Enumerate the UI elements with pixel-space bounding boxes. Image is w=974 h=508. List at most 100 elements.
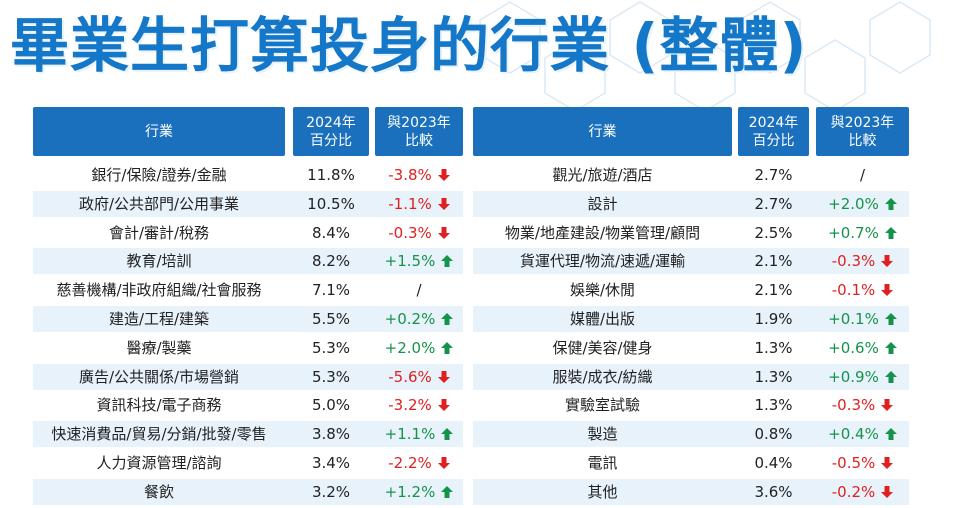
header-industry-left: 行業	[33, 107, 285, 156]
industry-name: 媒體/出版	[569, 310, 636, 328]
industry-name: 電訊	[587, 454, 618, 472]
arrow-up-icon	[884, 428, 897, 441]
industry-name: 設計	[587, 194, 618, 213]
change-value: +2.0%	[828, 194, 879, 213]
change-value: -0.3%	[831, 252, 876, 271]
change-vs-2023: -0.5%	[816, 450, 909, 476]
table-row: 教育/培訓 8.2% +1.5%	[33, 248, 463, 275]
arrow-up-icon	[884, 370, 897, 383]
header-change-right: 與2023年 比較	[816, 107, 909, 156]
change-value: -0.3%	[831, 396, 876, 415]
table-row: 資訊科技/電子商務 5.0% -3.2%	[33, 392, 463, 419]
change-value: -0.5%	[831, 454, 876, 472]
industry-name: 慈善機構/非政府組織/社會服務	[56, 281, 262, 300]
industry-name: 製造	[587, 425, 618, 444]
header-change-line1: 與2023年	[387, 114, 451, 131]
header-industry-label: 行業	[588, 123, 617, 140]
change-value: +0.9%	[828, 367, 879, 386]
change-vs-2023: +0.7%	[816, 220, 909, 246]
change-vs-2023: +2.0%	[375, 335, 463, 361]
share-2024: 5.0%	[311, 396, 351, 415]
share-2024: 1.9%	[754, 310, 793, 328]
change-vs-2023: -2.2%	[375, 450, 463, 476]
arrow-up-icon	[441, 313, 454, 325]
share-2024: 2.7%	[754, 194, 793, 213]
share-2024: 2.5%	[754, 223, 793, 242]
change-value: /	[859, 166, 866, 184]
arrow-down-icon	[437, 169, 450, 181]
share-2024: 2.1%	[754, 281, 793, 300]
change-value: +0.2%	[384, 310, 436, 328]
change-vs-2023: +0.4%	[816, 421, 909, 447]
share-2024: 5.3%	[311, 367, 351, 386]
share-2024: 0.4%	[754, 454, 793, 472]
industry-name: 快速消費品/貿易/分銷/批發/零售	[51, 425, 267, 444]
industry-name: 娛樂/休閒	[569, 281, 636, 300]
industry-name: 政府/公共部門/公用事業	[78, 194, 240, 213]
industry-name: 實驗室試驗	[564, 396, 640, 415]
header-share-right: 2024年 百分比	[738, 107, 809, 156]
table-row: 製造 0.8% +0.4%	[473, 421, 909, 448]
industry-name: 餐飲	[143, 482, 174, 501]
industry-name: 貨運代理/物流/速遞/運輸	[519, 252, 686, 271]
change-value: -0.3%	[388, 223, 432, 242]
header-share-line1: 2024年	[306, 114, 356, 131]
table-row: 物業/地產建設/物業管理/顧問 2.5% +0.7%	[473, 219, 909, 246]
share-2024: 7.1%	[311, 281, 351, 300]
industry-name: 廣告/公共關係/市場營銷	[78, 367, 240, 386]
change-vs-2023: -0.1%	[816, 277, 909, 303]
change-vs-2023: -1.1%	[375, 191, 463, 217]
change-vs-2023: -0.3%	[375, 220, 463, 246]
arrow-down-icon	[437, 226, 450, 239]
share-2024: 1.3%	[754, 367, 793, 386]
table-row: 貨運代理/物流/速遞/運輸 2.1% -0.3%	[473, 248, 909, 275]
share-2024: 8.4%	[311, 223, 351, 242]
table-row: 醫療/製藥 5.3% +2.0%	[33, 334, 463, 361]
change-value: +2.0%	[384, 338, 436, 357]
table-row: 服裝/成衣/紡織 1.3% +0.9%	[473, 363, 909, 390]
arrow-down-icon	[881, 399, 894, 412]
share-2024: 3.2%	[311, 482, 351, 501]
industry-name: 物業/地產建設/物業管理/顧問	[504, 223, 701, 242]
arrow-up-icon	[441, 428, 454, 441]
arrow-up-icon	[441, 255, 454, 268]
change-value: +0.6%	[828, 338, 879, 357]
header-change-line2: 比較	[405, 132, 433, 149]
industry-name: 人力資源管理/諮詢	[96, 454, 222, 472]
change-vs-2023: +1.2%	[375, 479, 463, 505]
change-value: +1.1%	[384, 425, 436, 444]
arrow-down-icon	[881, 255, 894, 268]
change-vs-2023: -0.3%	[816, 248, 909, 274]
header-share-line2: 百分比	[752, 132, 795, 149]
change-vs-2023: -3.2%	[375, 392, 463, 418]
share-2024: 5.5%	[311, 310, 351, 328]
change-value: +1.5%	[384, 252, 436, 271]
share-2024: 0.8%	[754, 425, 793, 444]
share-2024: 2.7%	[754, 166, 793, 184]
industry-table: 行業 2024年 百分比 與2023年 比較 行業 2024年 百分比 與202…	[33, 107, 909, 506]
arrow-up-icon	[441, 485, 454, 498]
header-industry-label: 行業	[145, 123, 173, 140]
arrow-up-icon	[884, 226, 897, 239]
share-2024: 3.8%	[311, 425, 351, 444]
industry-name: 醫療/製藥	[126, 338, 192, 357]
share-2024: 11.8%	[307, 166, 355, 184]
change-value: +1.2%	[384, 482, 436, 501]
table-row: 保健/美容/健身 1.3% +0.6%	[473, 334, 909, 361]
industry-name: 建造/工程/建築	[108, 310, 210, 328]
change-vs-2023: -3.8%	[375, 162, 463, 188]
arrow-down-icon	[437, 457, 450, 469]
change-vs-2023: +0.1%	[816, 306, 909, 332]
change-value: +0.7%	[828, 223, 879, 242]
change-vs-2023: -0.2%	[816, 479, 909, 505]
arrow-up-icon	[884, 197, 897, 210]
table-row: 其他 3.6% -0.2%	[473, 478, 909, 505]
change-vs-2023: +1.5%	[375, 248, 463, 274]
table-row: 餐飲 3.2% +1.2%	[33, 478, 463, 505]
change-value: +0.1%	[828, 310, 879, 328]
share-2024: 3.4%	[311, 454, 351, 472]
industry-name: 保健/美容/健身	[552, 338, 653, 357]
arrow-up-icon	[884, 341, 897, 354]
table-row: 電訊 0.4% -0.5%	[473, 450, 909, 476]
